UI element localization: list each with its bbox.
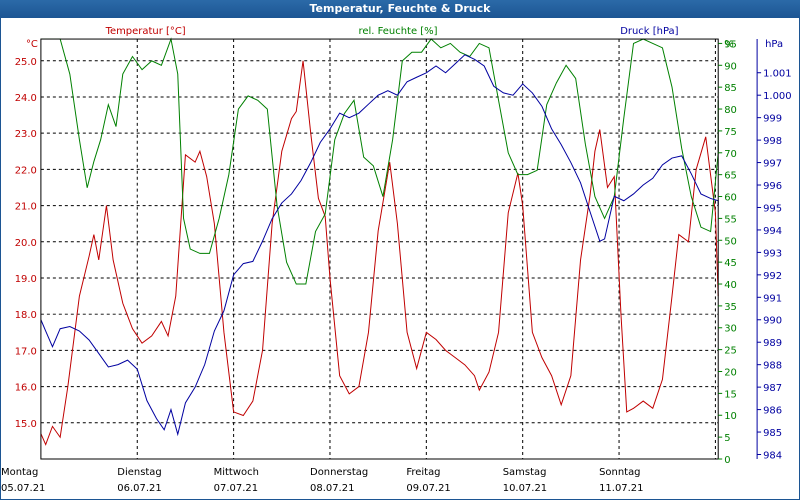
humidity-tick-label: 80 — [724, 105, 737, 116]
axis-titles: Temperatur [°C] rel. Feuchte [%] Druck [… — [26, 26, 783, 50]
temp-tick-label: 25.0 — [15, 57, 37, 68]
pressure-tick-label: 996 — [763, 181, 782, 192]
x-day-label: Donnerstag — [310, 467, 368, 478]
pressure-tick-label: 999 — [763, 114, 782, 125]
humidity-tick-label: 60 — [724, 193, 737, 204]
humidity-tick-label: 70 — [724, 149, 737, 160]
humidity-tick-label: 95 — [724, 39, 737, 50]
pressure-tick-label: 987 — [763, 383, 782, 394]
pressure-series-line — [40, 54, 719, 437]
chart-plot: 15.0 16.0 17.0 18.0 19.0 20.0 21.0 22.0 23.0 24.0… — [0, 18, 800, 500]
temp-tick-label: 15.0 — [15, 419, 37, 430]
x-date-label: 05.07.21 — [1, 483, 45, 494]
temp-tick-label: 24.0 — [15, 93, 37, 104]
x-date-label: 07.07.21 — [214, 483, 258, 494]
temp-unit-label: °C — [26, 39, 38, 50]
x-axis-labels: Montag 05.07.21 Dienstag 06.07.21 Mittwoch 07… — [1, 467, 644, 494]
humidity-tick-label: 50 — [724, 236, 737, 247]
x-date-label: 10.07.21 — [503, 483, 547, 494]
pressure-unit-label: hPa — [765, 39, 783, 50]
humidity-tick-label: 10 — [724, 411, 737, 422]
pressure-tick-label: 986 — [763, 406, 782, 417]
humidity-tick-label: 5 — [724, 433, 730, 444]
temperature-series-line — [40, 60, 719, 446]
pressure-tick-label: 993 — [763, 248, 782, 259]
temp-tick-label: 16.0 — [15, 383, 37, 394]
series-lines — [40, 37, 719, 446]
humidity-unit-label: % — [724, 39, 733, 50]
humidity-tick-label: 20 — [724, 367, 737, 378]
humidity-tick-label: 90 — [724, 61, 737, 72]
humidity-tick-label: 45 — [724, 258, 737, 269]
pressure-tick-label: 997 — [763, 159, 782, 170]
x-day-label: Sonntag — [599, 467, 640, 478]
humidity-axis-title: rel. Feuchte [%] — [358, 26, 437, 37]
humidity-tick-label: 35 — [724, 302, 737, 313]
humidity-tick-label: 25 — [724, 346, 737, 357]
pressure-tick-label: 992 — [763, 271, 782, 282]
pressure-tick-label: 998 — [763, 136, 782, 147]
pressure-tick-label: 988 — [763, 361, 782, 372]
temp-tick-label: 21.0 — [15, 202, 37, 213]
axes: 15.0 16.0 17.0 18.0 19.0 20.0 21.0 22.0 23.0 24.0… — [15, 39, 792, 466]
pressure-tick-label: 989 — [763, 338, 782, 349]
x-day-label: Montag — [1, 467, 38, 478]
plot-area-frame — [40, 38, 719, 460]
temp-tick-label: 22.0 — [15, 165, 37, 176]
temp-tick-label: 18.0 — [15, 310, 37, 321]
temp-tick-label: 17.0 — [15, 346, 37, 357]
humidity-series-line — [40, 37, 719, 285]
x-day-label: Mittwoch — [214, 467, 259, 478]
plot-background — [1, 18, 799, 499]
temp-tick-label: 23.0 — [15, 129, 37, 140]
pressure-tick-label: 994 — [763, 226, 782, 237]
x-date-label: 08.07.21 — [310, 483, 354, 494]
pressure-tick-label: 985 — [763, 428, 782, 439]
humidity-tick-label: 75 — [724, 127, 737, 138]
pressure-tick-label: 991 — [763, 293, 782, 304]
x-day-label: Dienstag — [117, 467, 161, 478]
humidity-tick-label: 65 — [724, 171, 737, 182]
humidity-tick-label: 15 — [724, 389, 737, 400]
pressure-tick-label: 1.000 — [763, 91, 792, 102]
x-date-label: 11.07.21 — [599, 483, 643, 494]
temp-tick-label: 19.0 — [15, 274, 37, 285]
x-date-label: 09.07.21 — [406, 483, 450, 494]
pressure-tick-label: 990 — [763, 316, 782, 327]
humidity-tick-label: 40 — [724, 280, 737, 291]
pressure-axis-title: Druck [hPa] — [620, 26, 678, 37]
temp-axis-title: Temperatur [°C] — [105, 26, 186, 37]
temp-tick-label: 20.0 — [15, 238, 37, 249]
humidity-tick-label: 85 — [724, 83, 737, 94]
x-date-label: 06.07.21 — [117, 483, 161, 494]
x-day-label: Freitag — [406, 467, 440, 478]
humidity-tick-label: 55 — [724, 214, 737, 225]
humidity-tick-label: 30 — [724, 324, 737, 335]
chart-title: Temperatur, Feuchte & Druck — [0, 0, 800, 18]
pressure-tick-label: 1.001 — [763, 69, 792, 80]
pressure-tick-label: 984 — [763, 450, 782, 461]
x-day-label: Samstag — [503, 467, 547, 478]
humidity-tick-label: 0 — [724, 455, 730, 466]
pressure-tick-label: 995 — [763, 203, 782, 214]
